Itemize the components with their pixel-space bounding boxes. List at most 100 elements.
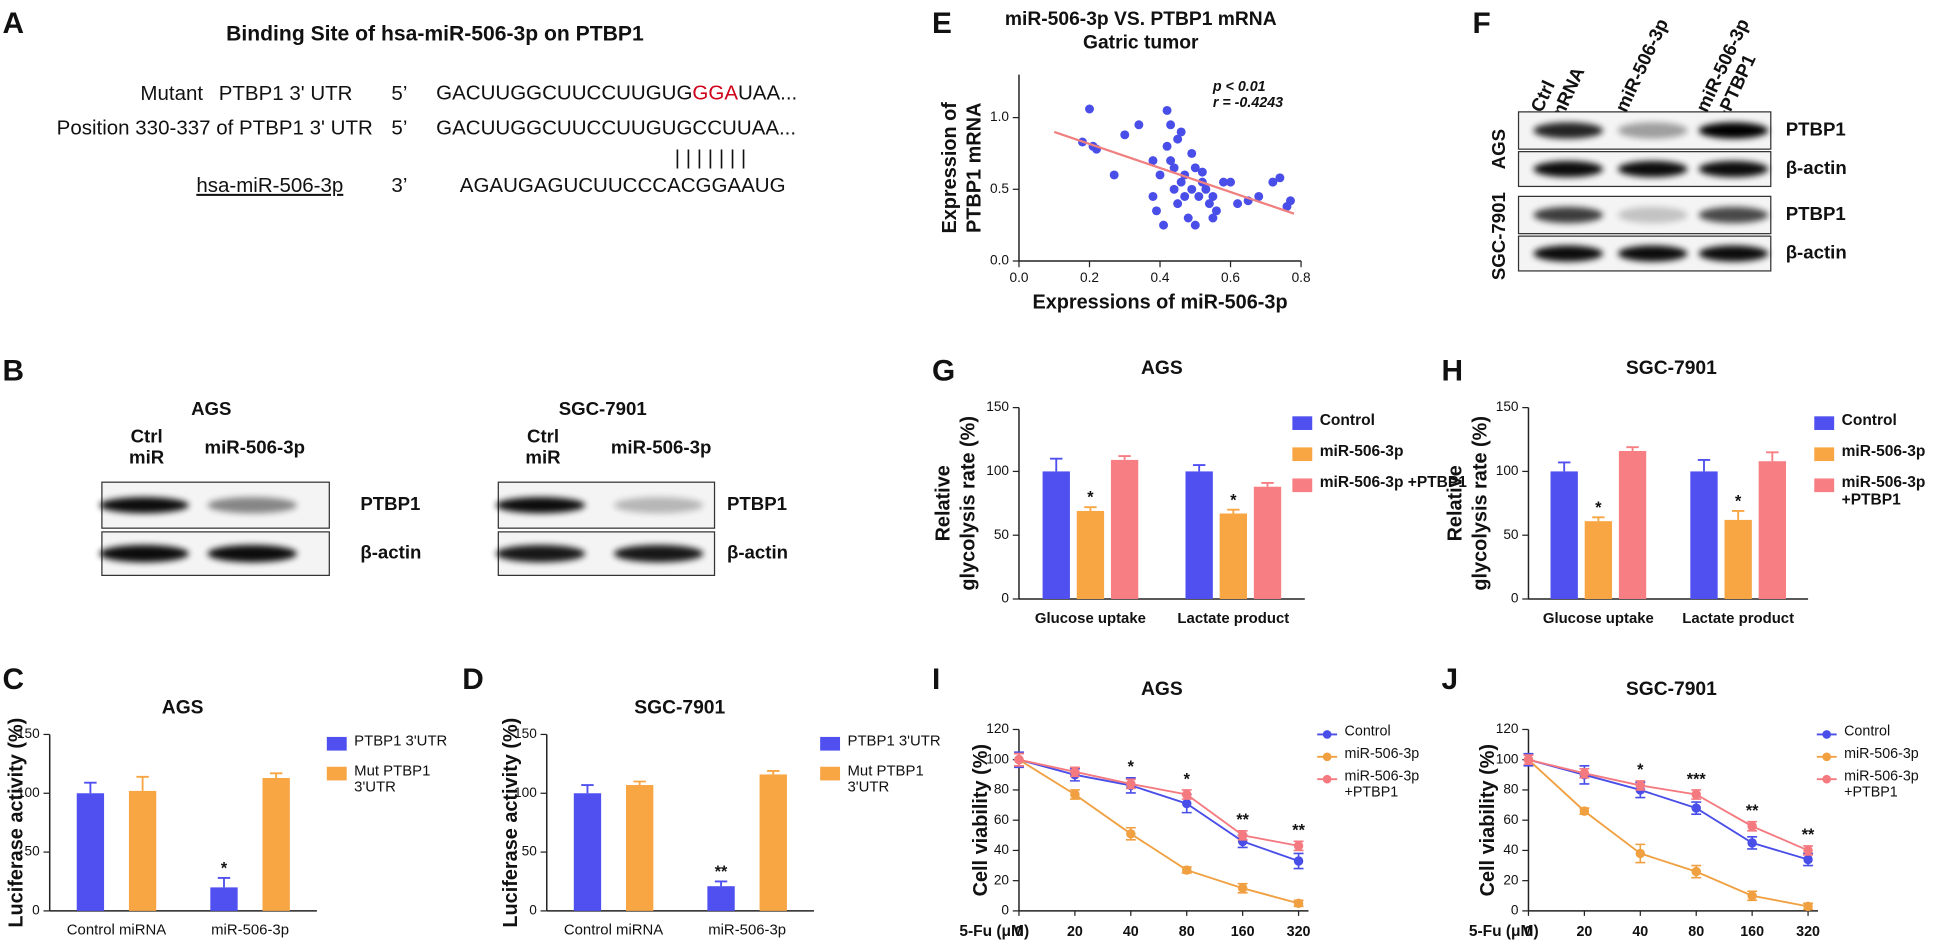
point	[1169, 184, 1179, 194]
significance: *	[1184, 770, 1191, 788]
x-tick-label: Lactate product	[1682, 611, 1794, 627]
blot-band	[1617, 245, 1688, 262]
y-tick-label: 100	[986, 463, 1009, 478]
y-tick-label: 50	[25, 844, 41, 859]
bar	[128, 790, 157, 911]
point	[1237, 830, 1248, 841]
blot-row-label: PTBP1	[727, 493, 787, 514]
series-line	[1528, 758, 1809, 861]
blot-row-label: β-actin	[1786, 157, 1847, 178]
legend-label: miR-506-3p +PTBP1	[1844, 769, 1919, 800]
y-tick-label: 0.0	[990, 253, 1009, 268]
error-bar	[1731, 510, 1745, 520]
blot-band	[99, 497, 189, 514]
x-tick-label: 160	[1231, 924, 1255, 940]
y-tick-label: 100	[514, 785, 537, 800]
error-bar	[1192, 464, 1206, 472]
y-axis-label: Expression of	[939, 102, 961, 234]
y-tick-label: 50	[1503, 527, 1519, 542]
bar	[1584, 521, 1613, 599]
lane-label-box: Ctrl miR	[129, 428, 164, 468]
series-line	[1528, 758, 1809, 852]
point	[1187, 184, 1197, 194]
blot-band	[1533, 206, 1604, 224]
error-bar	[1084, 506, 1097, 511]
point	[1208, 191, 1218, 201]
error-bar	[1626, 446, 1639, 452]
legend-swatch	[1292, 478, 1313, 493]
y-tick-label: 40	[994, 842, 1010, 857]
error-bar	[714, 880, 728, 887]
point	[1183, 213, 1193, 223]
chart-title: SGC-7901	[1626, 358, 1717, 379]
legend-label: Control	[1319, 412, 1375, 429]
point	[1173, 199, 1183, 209]
lane-label: miR-506-3p	[204, 437, 305, 459]
legend-marker	[1322, 730, 1332, 739]
point	[1014, 754, 1024, 765]
point	[1293, 898, 1304, 909]
y-tick-label: 50	[522, 844, 538, 859]
x-tick-label: 0.6	[1221, 270, 1240, 285]
blot-title: SGC-7901	[559, 398, 647, 419]
significance: *	[221, 860, 228, 878]
y-tick-label: 120	[1496, 721, 1519, 736]
x-tick-label: miR-506-3p	[211, 923, 289, 939]
blot-band	[1617, 160, 1688, 178]
x-tick-label: 80	[1688, 924, 1704, 940]
legend-label: miR-506-3p	[1841, 443, 1926, 460]
chart-title: AGS	[1141, 679, 1183, 700]
lane-label-box: Ctrl mRNA	[1528, 64, 1589, 125]
error-bar	[1557, 461, 1571, 472]
mutant-label: Mutant	[140, 82, 203, 105]
blot-band	[613, 497, 704, 514]
legend-swatch	[820, 736, 841, 751]
point	[1180, 191, 1190, 201]
x-tick-label: 80	[1179, 924, 1195, 940]
point	[1293, 841, 1304, 851]
y-tick-label: 0	[1001, 903, 1009, 918]
point	[1523, 754, 1534, 765]
point	[1803, 854, 1813, 865]
lane-label-box: miR-506-3p +PTBP1	[1693, 16, 1760, 125]
point	[1190, 163, 1200, 173]
y-axis-label: Relative	[933, 465, 955, 541]
x-tick-label: 0.4	[1151, 270, 1170, 285]
legend-label-box: miR-506-3p	[1841, 443, 1926, 460]
annotation: p < 0.01	[1212, 79, 1266, 95]
significance: *	[1128, 758, 1135, 776]
bar	[1690, 471, 1718, 599]
mirna-label: hsa-miR-506-3p	[196, 174, 343, 197]
legend-label: Control	[1844, 724, 1891, 740]
error-bar	[84, 781, 97, 794]
point	[1691, 866, 1701, 877]
point	[1275, 173, 1285, 183]
panel-letter: J	[1441, 663, 1458, 696]
point	[1159, 220, 1169, 230]
point	[1208, 213, 1218, 223]
y-tick-label: 50	[994, 527, 1010, 542]
bar	[1110, 459, 1139, 599]
y-axis-label: Luciferase activity (%)	[500, 718, 522, 928]
legend-label: Control	[1344, 724, 1391, 740]
bar	[1076, 510, 1105, 599]
legend-label: PTBP1 3'UTR	[847, 733, 941, 750]
point	[1197, 167, 1207, 177]
point	[1085, 104, 1094, 114]
y-tick-label: 60	[994, 812, 1010, 827]
significance: *	[1595, 499, 1602, 517]
point	[1182, 798, 1192, 809]
y-tick-label: 150	[514, 726, 537, 741]
bar	[1042, 471, 1070, 599]
seq-part: UAA...	[738, 82, 797, 105]
wildtype-end: 5’	[391, 117, 407, 140]
x-tick-label: 0.8	[1292, 270, 1311, 285]
y-tick-label: 0	[1511, 591, 1519, 606]
legend-swatch	[1814, 416, 1835, 430]
error-bar	[1118, 455, 1131, 460]
y-tick-label: 0	[529, 903, 537, 918]
legend-marker	[1322, 752, 1332, 762]
bar	[1618, 451, 1647, 599]
lane-label: Ctrl miR	[525, 427, 561, 468]
x-tick-label: Glucose uptake	[1035, 611, 1146, 627]
